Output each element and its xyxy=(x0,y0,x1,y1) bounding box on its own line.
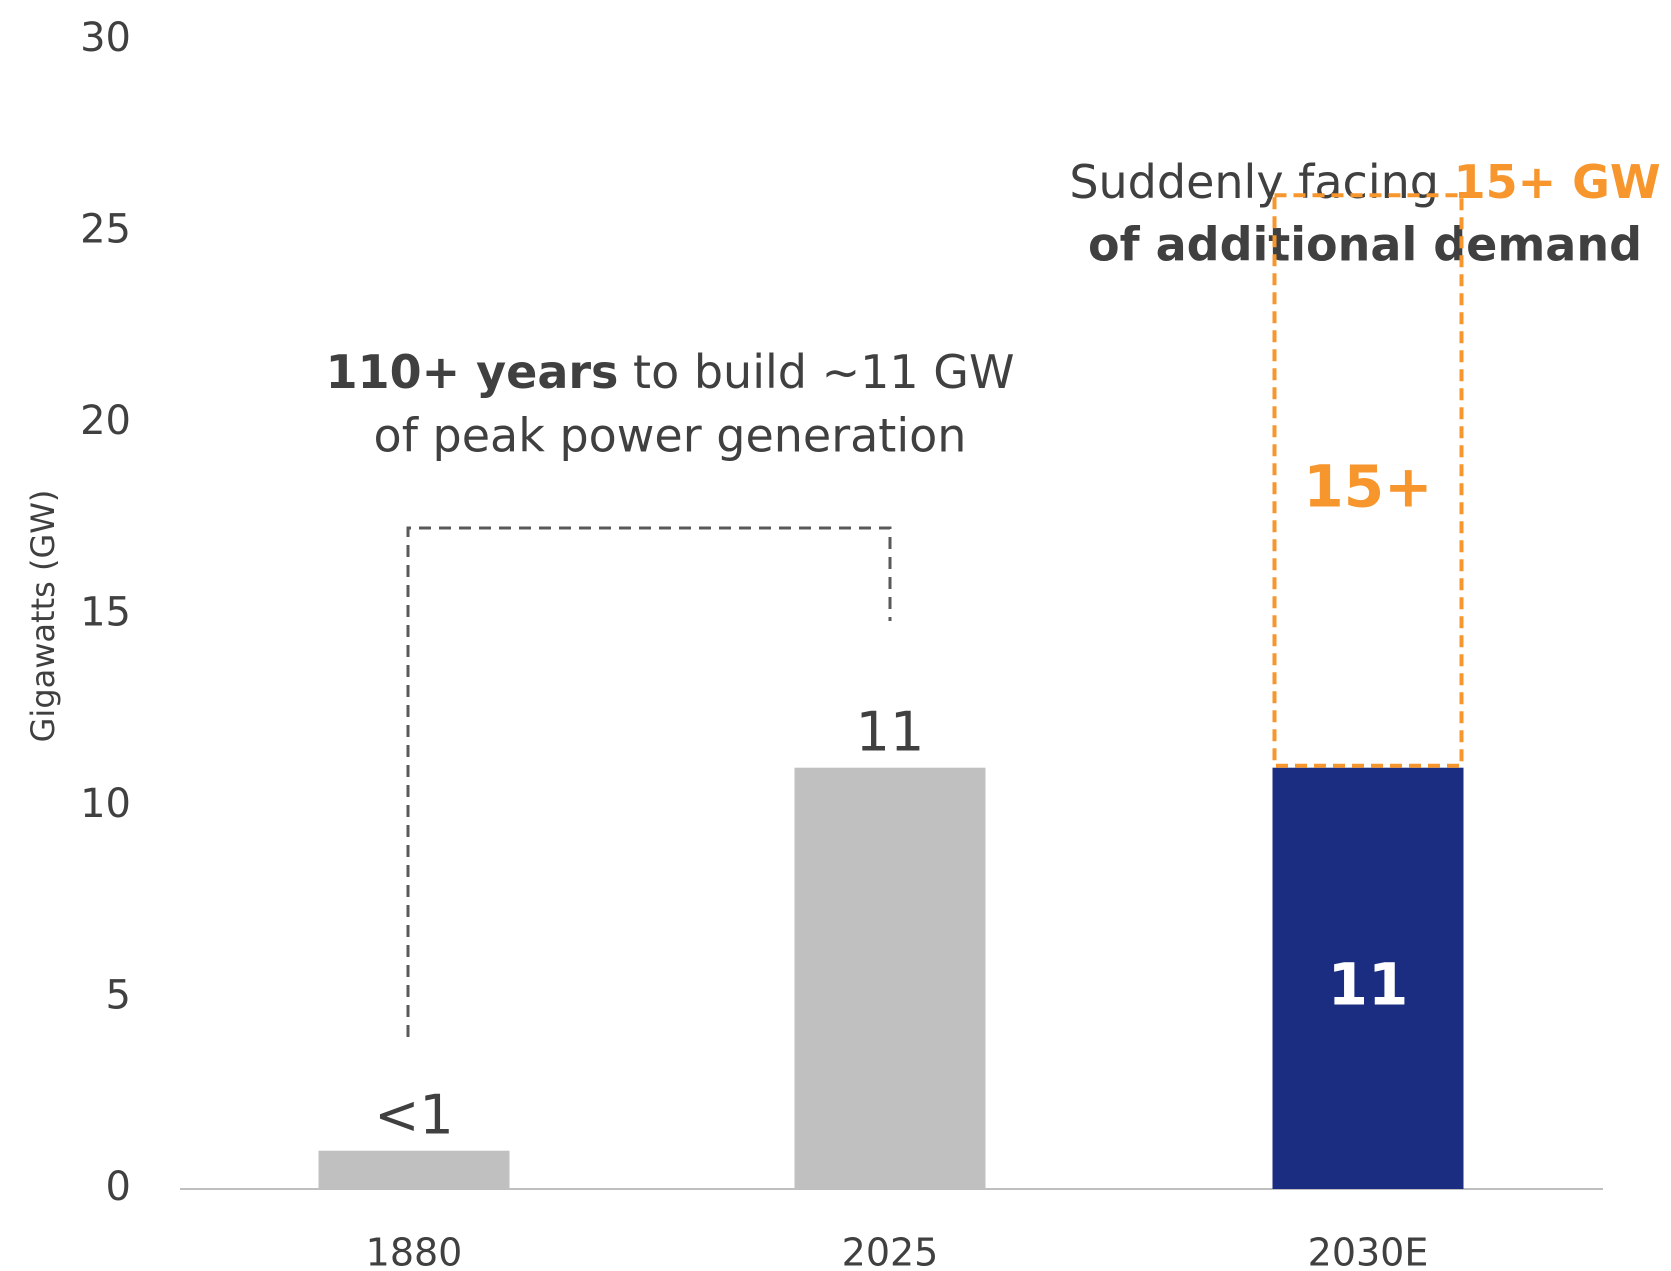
annotation-text: Suddenly facing xyxy=(1069,155,1453,209)
y-tick-label: 30 xyxy=(80,15,131,61)
value-label: 11 xyxy=(1328,950,1409,1018)
annotation-highlight: 15+ GW xyxy=(1454,155,1661,209)
bar-segment xyxy=(1272,767,1464,1189)
annotation: Suddenly facing 15+ GW xyxy=(1069,155,1660,209)
annotation-text: to build ~11 GW xyxy=(618,345,1014,399)
value-label: 11 xyxy=(856,700,925,763)
bar-segment xyxy=(794,767,986,1189)
annotation-line2: of additional demand xyxy=(1088,218,1642,272)
annotation: 110+ years to build ~11 GW xyxy=(326,345,1015,399)
y-tick-label: 15 xyxy=(80,590,131,636)
value-label: 15+ xyxy=(1303,453,1432,521)
x-tick-label: 1880 xyxy=(366,1231,463,1271)
x-tick-label: 2025 xyxy=(842,1231,939,1271)
y-tick-label: 10 xyxy=(80,781,131,827)
bracket xyxy=(406,526,892,1037)
y-tick-label: 25 xyxy=(80,207,131,253)
y-tick-label: 20 xyxy=(80,398,131,444)
annotation-line2: of peak power generation xyxy=(374,409,967,463)
y-tick-label: 0 xyxy=(106,1164,131,1210)
y-axis-label: Gigawatts (GW) xyxy=(24,490,62,743)
value-label: <1 xyxy=(374,1083,454,1146)
y-tick-label: 5 xyxy=(106,973,131,1019)
x-tick-label: 2030E xyxy=(1308,1231,1429,1271)
bar-segment xyxy=(318,1150,510,1189)
annotation-bold: 110+ years xyxy=(326,345,619,399)
